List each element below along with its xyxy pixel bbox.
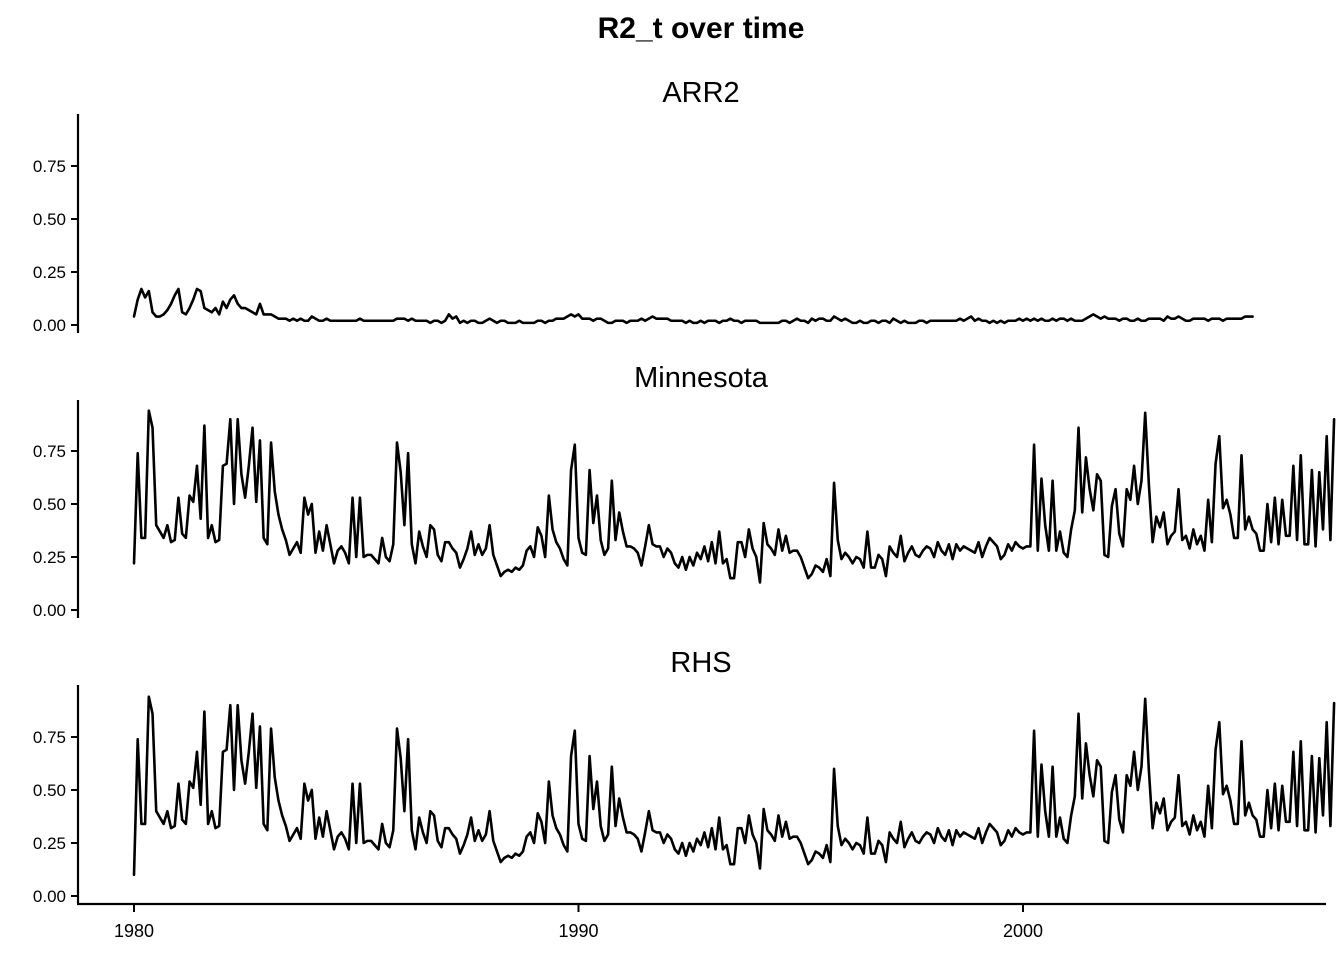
panel-minnesota: Minnesota 0.00 0.25 0.50 0.75 — [33, 362, 1336, 620]
y-tick-label-rhs: 0.25 — [33, 834, 66, 853]
chart-title: R2_t over time — [597, 12, 805, 45]
y-tick-label-minnesota: 0.50 — [33, 495, 66, 514]
x-axis: 1980 1990 2000 — [77, 902, 1326, 941]
panels-layer: ARR2 0.00 0.25 0.50 0.75 Minnesota 0.00 0.25 0.5… — [33, 77, 1336, 906]
series-line-rhs — [132, 695, 1336, 877]
x-tick-label: 1990 — [558, 921, 598, 941]
series-line-arr2 — [132, 287, 1254, 325]
y-tick-label-arr2: 0.75 — [33, 157, 66, 176]
x-tick-label: 2000 — [1003, 921, 1043, 941]
y-tick-label-arr2: 0.25 — [33, 263, 66, 282]
x-tick-label: 1980 — [114, 921, 154, 941]
panel-rhs: RHS 0.00 0.25 0.50 0.75 — [33, 647, 1336, 906]
panel-title-minnesota: Minnesota — [634, 362, 769, 394]
y-tick-label-minnesota: 0.00 — [33, 601, 66, 620]
y-tick-label-arr2: 0.50 — [33, 210, 66, 229]
panel-title-rhs: RHS — [670, 647, 731, 679]
panel-arr2: ARR2 0.00 0.25 0.50 0.75 — [33, 77, 1254, 335]
y-tick-label-rhs: 0.50 — [33, 781, 66, 800]
y-tick-label-minnesota: 0.75 — [33, 442, 66, 461]
y-tick-label-rhs: 0.75 — [33, 728, 66, 747]
y-tick-label-arr2: 0.00 — [33, 316, 66, 335]
y-tick-label-minnesota: 0.25 — [33, 548, 66, 567]
panel-title-arr2: ARR2 — [662, 77, 739, 109]
series-line-minnesota — [132, 409, 1336, 584]
y-tick-label-rhs: 0.00 — [33, 887, 66, 906]
